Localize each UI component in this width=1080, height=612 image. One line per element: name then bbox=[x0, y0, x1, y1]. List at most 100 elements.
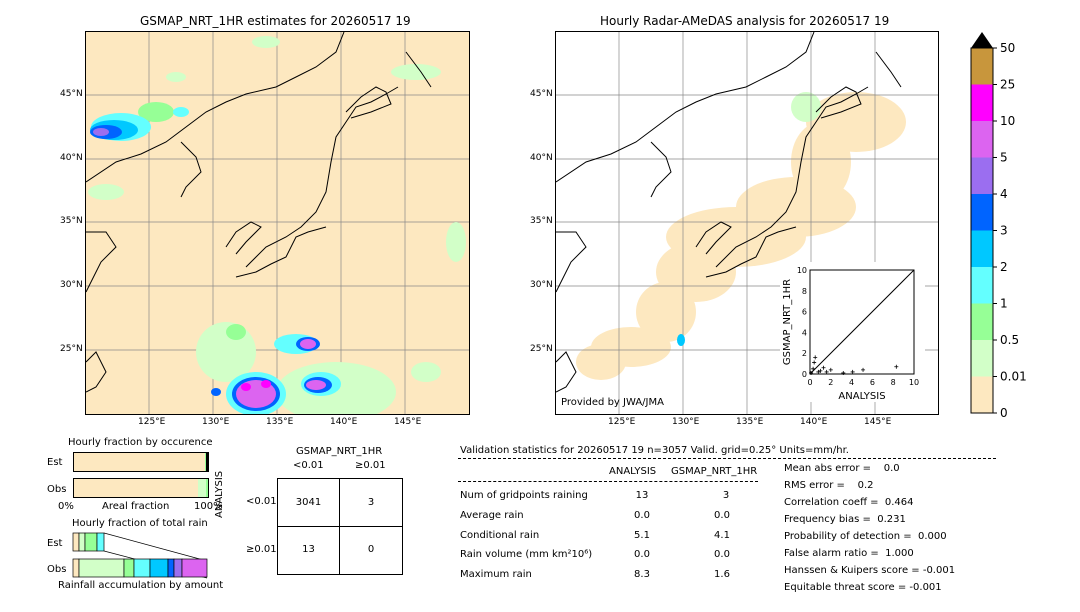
left-lat-label-30: 30°N bbox=[60, 280, 83, 290]
occurrence-obs-label: Obs bbox=[47, 484, 67, 495]
validation-row-label: Num of gridpoints raining bbox=[460, 490, 588, 501]
validation-row-gsmap: 3 bbox=[722, 490, 730, 501]
right-lat-label-30: 30°N bbox=[530, 280, 553, 290]
contingency-row-header-0: <0.01 bbox=[246, 496, 277, 507]
validation-header: Validation statistics for 20260517 19 n=… bbox=[460, 445, 849, 456]
score-line: Correlation coeff = 0.464 bbox=[784, 497, 914, 508]
colorbar-label: 2 bbox=[1000, 260, 1008, 274]
validation-table-rule bbox=[458, 481, 758, 482]
occurrence-axis-mid: Areal fraction bbox=[102, 501, 170, 512]
colorbar-block bbox=[971, 267, 993, 304]
colorbar-block bbox=[971, 194, 993, 231]
scatter-xtick-label: 6 bbox=[870, 378, 875, 387]
left-map-canvas bbox=[86, 32, 469, 414]
left-lon-label-145: 145°E bbox=[394, 417, 422, 427]
colorbar-block bbox=[971, 157, 993, 194]
score-line: Mean abs error = 0.0 bbox=[784, 463, 900, 474]
colorbar-block bbox=[971, 48, 993, 85]
left-lon-label-130: 130°E bbox=[202, 417, 230, 427]
colorbar-label: 10 bbox=[1000, 114, 1015, 128]
contingency-row-header-1: ≥0.01 bbox=[246, 544, 277, 555]
validation-row-label: Maximum rain bbox=[460, 569, 532, 580]
scatter-ytick-label: 4 bbox=[802, 328, 807, 337]
contingency-cell-1-1: 0 bbox=[367, 544, 375, 555]
scatter-point bbox=[809, 370, 814, 375]
occurrence-axis-start: 0% bbox=[58, 501, 74, 512]
contingency-col-header-0: <0.01 bbox=[293, 460, 324, 471]
left-lat-label-40: 40°N bbox=[60, 153, 83, 163]
scatter-ytick-label: 8 bbox=[802, 287, 807, 296]
colorbar-block bbox=[971, 84, 993, 121]
contingency-title: GSMAP_NRT_1HR bbox=[296, 446, 383, 457]
scatter-xlabel: ANALYSIS bbox=[838, 391, 885, 402]
contingency-cell-0-0: 3041 bbox=[295, 497, 322, 508]
colorbar-block bbox=[971, 230, 993, 267]
left-lon-label-125: 125°E bbox=[138, 417, 166, 427]
colorbar-canvas: 50 25 10 5 4 3 2 1 0.5 0.01 0 bbox=[970, 32, 1027, 420]
occurrence-est-bar bbox=[73, 452, 209, 472]
validation-row-gsmap: 0.0 bbox=[714, 510, 730, 521]
colorbar-block bbox=[971, 376, 993, 413]
colorbar-label: 1 bbox=[1000, 297, 1008, 311]
validation-row-label: Average rain bbox=[460, 510, 524, 521]
left-lat-label-25: 25°N bbox=[60, 344, 83, 354]
scatter-xtick-label: 2 bbox=[828, 378, 833, 387]
validation-col-analysis: ANALYSIS bbox=[609, 466, 657, 477]
scatter-ytick-label: 10 bbox=[797, 266, 807, 275]
colorbar-block bbox=[971, 121, 993, 158]
scatter-point bbox=[816, 369, 821, 374]
scatter-ytick-label: 0 bbox=[802, 370, 807, 379]
right-lat-label-35: 35°N bbox=[530, 216, 553, 226]
left-lat-label-35: 35°N bbox=[60, 216, 83, 226]
total-rain-obs-label: Obs bbox=[47, 564, 67, 575]
occurrence-axis-end: 100% bbox=[194, 501, 223, 512]
score-line: Hanssen & Kuipers score = -0.001 bbox=[784, 565, 956, 576]
scatter-point bbox=[824, 369, 829, 374]
scatter-point bbox=[821, 365, 826, 370]
total-rain-title: Hourly fraction of total rain bbox=[72, 518, 208, 529]
validation-row-gsmap: 0.0 bbox=[714, 549, 730, 560]
left-map bbox=[85, 31, 470, 415]
validation-row-analysis: 5.1 bbox=[634, 530, 650, 541]
contingency-cell-1-0: 13 bbox=[302, 544, 315, 555]
right-lon-label-140: 140°E bbox=[800, 417, 828, 427]
validation-row-gsmap: 4.1 bbox=[714, 530, 730, 541]
scatter-ytick-label: 2 bbox=[802, 349, 807, 358]
scatter-xtick-label: 0 bbox=[807, 378, 812, 387]
colorbar-label: 0.5 bbox=[1000, 333, 1019, 347]
left-map-title: GSMAP_NRT_1HR estimates for 20260517 19 bbox=[140, 14, 411, 28]
colorbar-label: 25 bbox=[1000, 78, 1015, 92]
right-lon-label-135: 135°E bbox=[736, 417, 764, 427]
occurrence-est-label: Est bbox=[47, 457, 63, 468]
scatter-xtick-label: 4 bbox=[849, 378, 854, 387]
validation-row-analysis: 0.0 bbox=[634, 510, 650, 521]
scatter-point bbox=[818, 368, 823, 373]
score-line: Frequency bias = 0.231 bbox=[784, 514, 906, 525]
total-rain-xlabel: Rainfall accumulation by amount bbox=[58, 580, 224, 591]
colorbar-label: 0.01 bbox=[1000, 370, 1027, 384]
validation-row-analysis: 13 bbox=[635, 490, 649, 501]
total-rain-bars bbox=[72, 532, 208, 579]
left-lon-label-140: 140°E bbox=[330, 417, 358, 427]
validation-row-label: Rain volume (mm km²10⁶) bbox=[460, 549, 593, 560]
colorbar-label: 0 bbox=[1000, 406, 1008, 420]
scatter-point bbox=[812, 360, 817, 365]
colorbar-block bbox=[971, 340, 993, 377]
contingency-row-axis-label: ANALYSIS bbox=[214, 470, 225, 518]
scatter-xtick-label: 10 bbox=[909, 378, 919, 387]
contingency-col-header-1: ≥0.01 bbox=[355, 460, 386, 471]
scatter-ytick-label: 6 bbox=[802, 308, 807, 317]
occurrence-title: Hourly fraction by occurence bbox=[68, 437, 213, 448]
score-line: RMS error = 0.2 bbox=[784, 480, 874, 491]
scatter-point bbox=[813, 355, 818, 360]
right-lat-label-40: 40°N bbox=[530, 153, 553, 163]
right-map-title: Hourly Radar-AMeDAS analysis for 2026051… bbox=[600, 14, 890, 28]
score-line: Probability of detection = 0.000 bbox=[784, 531, 947, 542]
right-lon-label-145: 145°E bbox=[864, 417, 892, 427]
credit-text: Provided by JWA/JMA bbox=[561, 397, 664, 408]
validation-row-analysis: 0.0 bbox=[634, 549, 650, 560]
scatter-point bbox=[841, 370, 846, 375]
scatter-inset: 0 2 4 6 8 10 0 2 4 6 8 10 ANALYSIS GSMAP_NRT_1HR bbox=[780, 262, 925, 402]
scatter-ylabel: GSMAP_NRT_1HR bbox=[782, 279, 793, 365]
scatter-diagonal bbox=[809, 269, 915, 375]
